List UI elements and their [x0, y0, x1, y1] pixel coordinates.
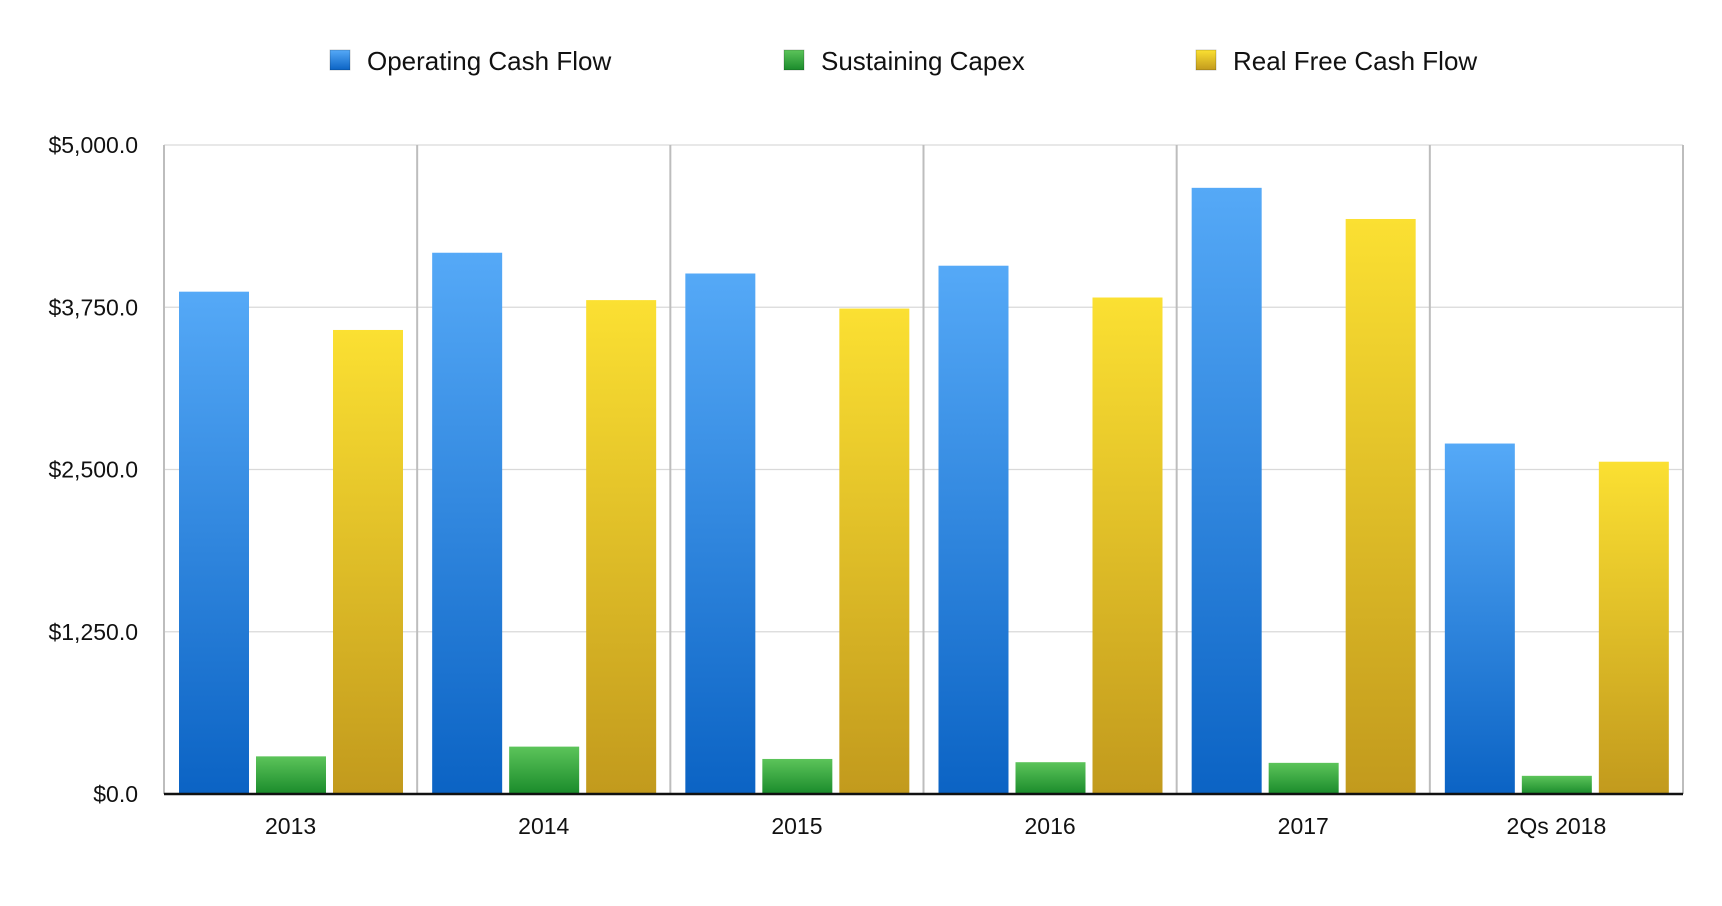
bar-operating-cash-flow-2013: [179, 291, 249, 794]
bar-operating-cash-flow-2015: [685, 273, 756, 794]
bar-real-free-cash-flow-2013: [333, 329, 403, 794]
legend-item-operating-cash-flow: Operating Cash Flow: [329, 46, 611, 76]
chart-bars: [179, 187, 1669, 795]
y-tick-label: $1,250.0: [48, 619, 138, 645]
legend-item-real-free-cash-flow: Real Free Cash Flow: [1195, 46, 1477, 76]
bar-sustaining-capex-2014: [509, 746, 580, 794]
y-tick-label: $3,750.0: [48, 294, 138, 320]
x-tick-label-2013: 2013: [265, 813, 316, 839]
y-axis-tick-labels: $0.0 $1,250.0 $2,500.0 $3,750.0 $5,000.0: [48, 132, 138, 807]
bar-sustaining-capex-2017: [1268, 762, 1339, 794]
x-tick-label-2015: 2015: [771, 813, 822, 839]
bar-real-free-cash-flow-2016: [1092, 297, 1163, 794]
bar-operating-cash-flow-2qs-2018: [1444, 443, 1515, 794]
bar-operating-cash-flow-2017: [1191, 187, 1262, 795]
y-tick-label: $5,000.0: [48, 132, 138, 158]
y-tick-label: $0.0: [93, 781, 138, 807]
x-axis-tick-labels: 2013 2014 2015 2016 2017 2Qs 2018: [265, 813, 1606, 839]
bar-real-free-cash-flow-2014: [586, 300, 657, 794]
x-tick-label-2qs-2018: 2Qs 2018: [1507, 813, 1607, 839]
legend-swatch: [329, 49, 351, 71]
x-tick-label-2017: 2017: [1278, 813, 1329, 839]
bar-sustaining-capex-2015: [762, 758, 833, 794]
legend-label: Sustaining Capex: [821, 46, 1025, 76]
bar-real-free-cash-flow-2qs-2018: [1598, 461, 1669, 794]
legend-label: Operating Cash Flow: [367, 46, 611, 76]
chart-gridlines: [163, 144, 1684, 794]
legend-item-sustaining-capex: Sustaining Capex: [783, 46, 1025, 76]
legend-swatch: [783, 49, 805, 71]
bar-operating-cash-flow-2014: [432, 252, 503, 794]
bar-sustaining-capex-2013: [256, 756, 326, 794]
bar-real-free-cash-flow-2017: [1345, 218, 1416, 795]
bar-operating-cash-flow-2016: [938, 265, 1009, 794]
legend-label: Real Free Cash Flow: [1233, 46, 1477, 76]
legend-swatch: [1195, 49, 1217, 71]
bar-real-free-cash-flow-2015: [839, 308, 910, 794]
chart-legend: Operating Cash Flow Sustaining Capex Real …: [329, 46, 1477, 76]
x-tick-label-2016: 2016: [1024, 813, 1075, 839]
bar-sustaining-capex-2qs-2018: [1521, 775, 1592, 794]
x-tick-label-2014: 2014: [518, 813, 569, 839]
bar-sustaining-capex-2016: [1015, 762, 1086, 794]
y-tick-label: $2,500.0: [48, 457, 138, 483]
